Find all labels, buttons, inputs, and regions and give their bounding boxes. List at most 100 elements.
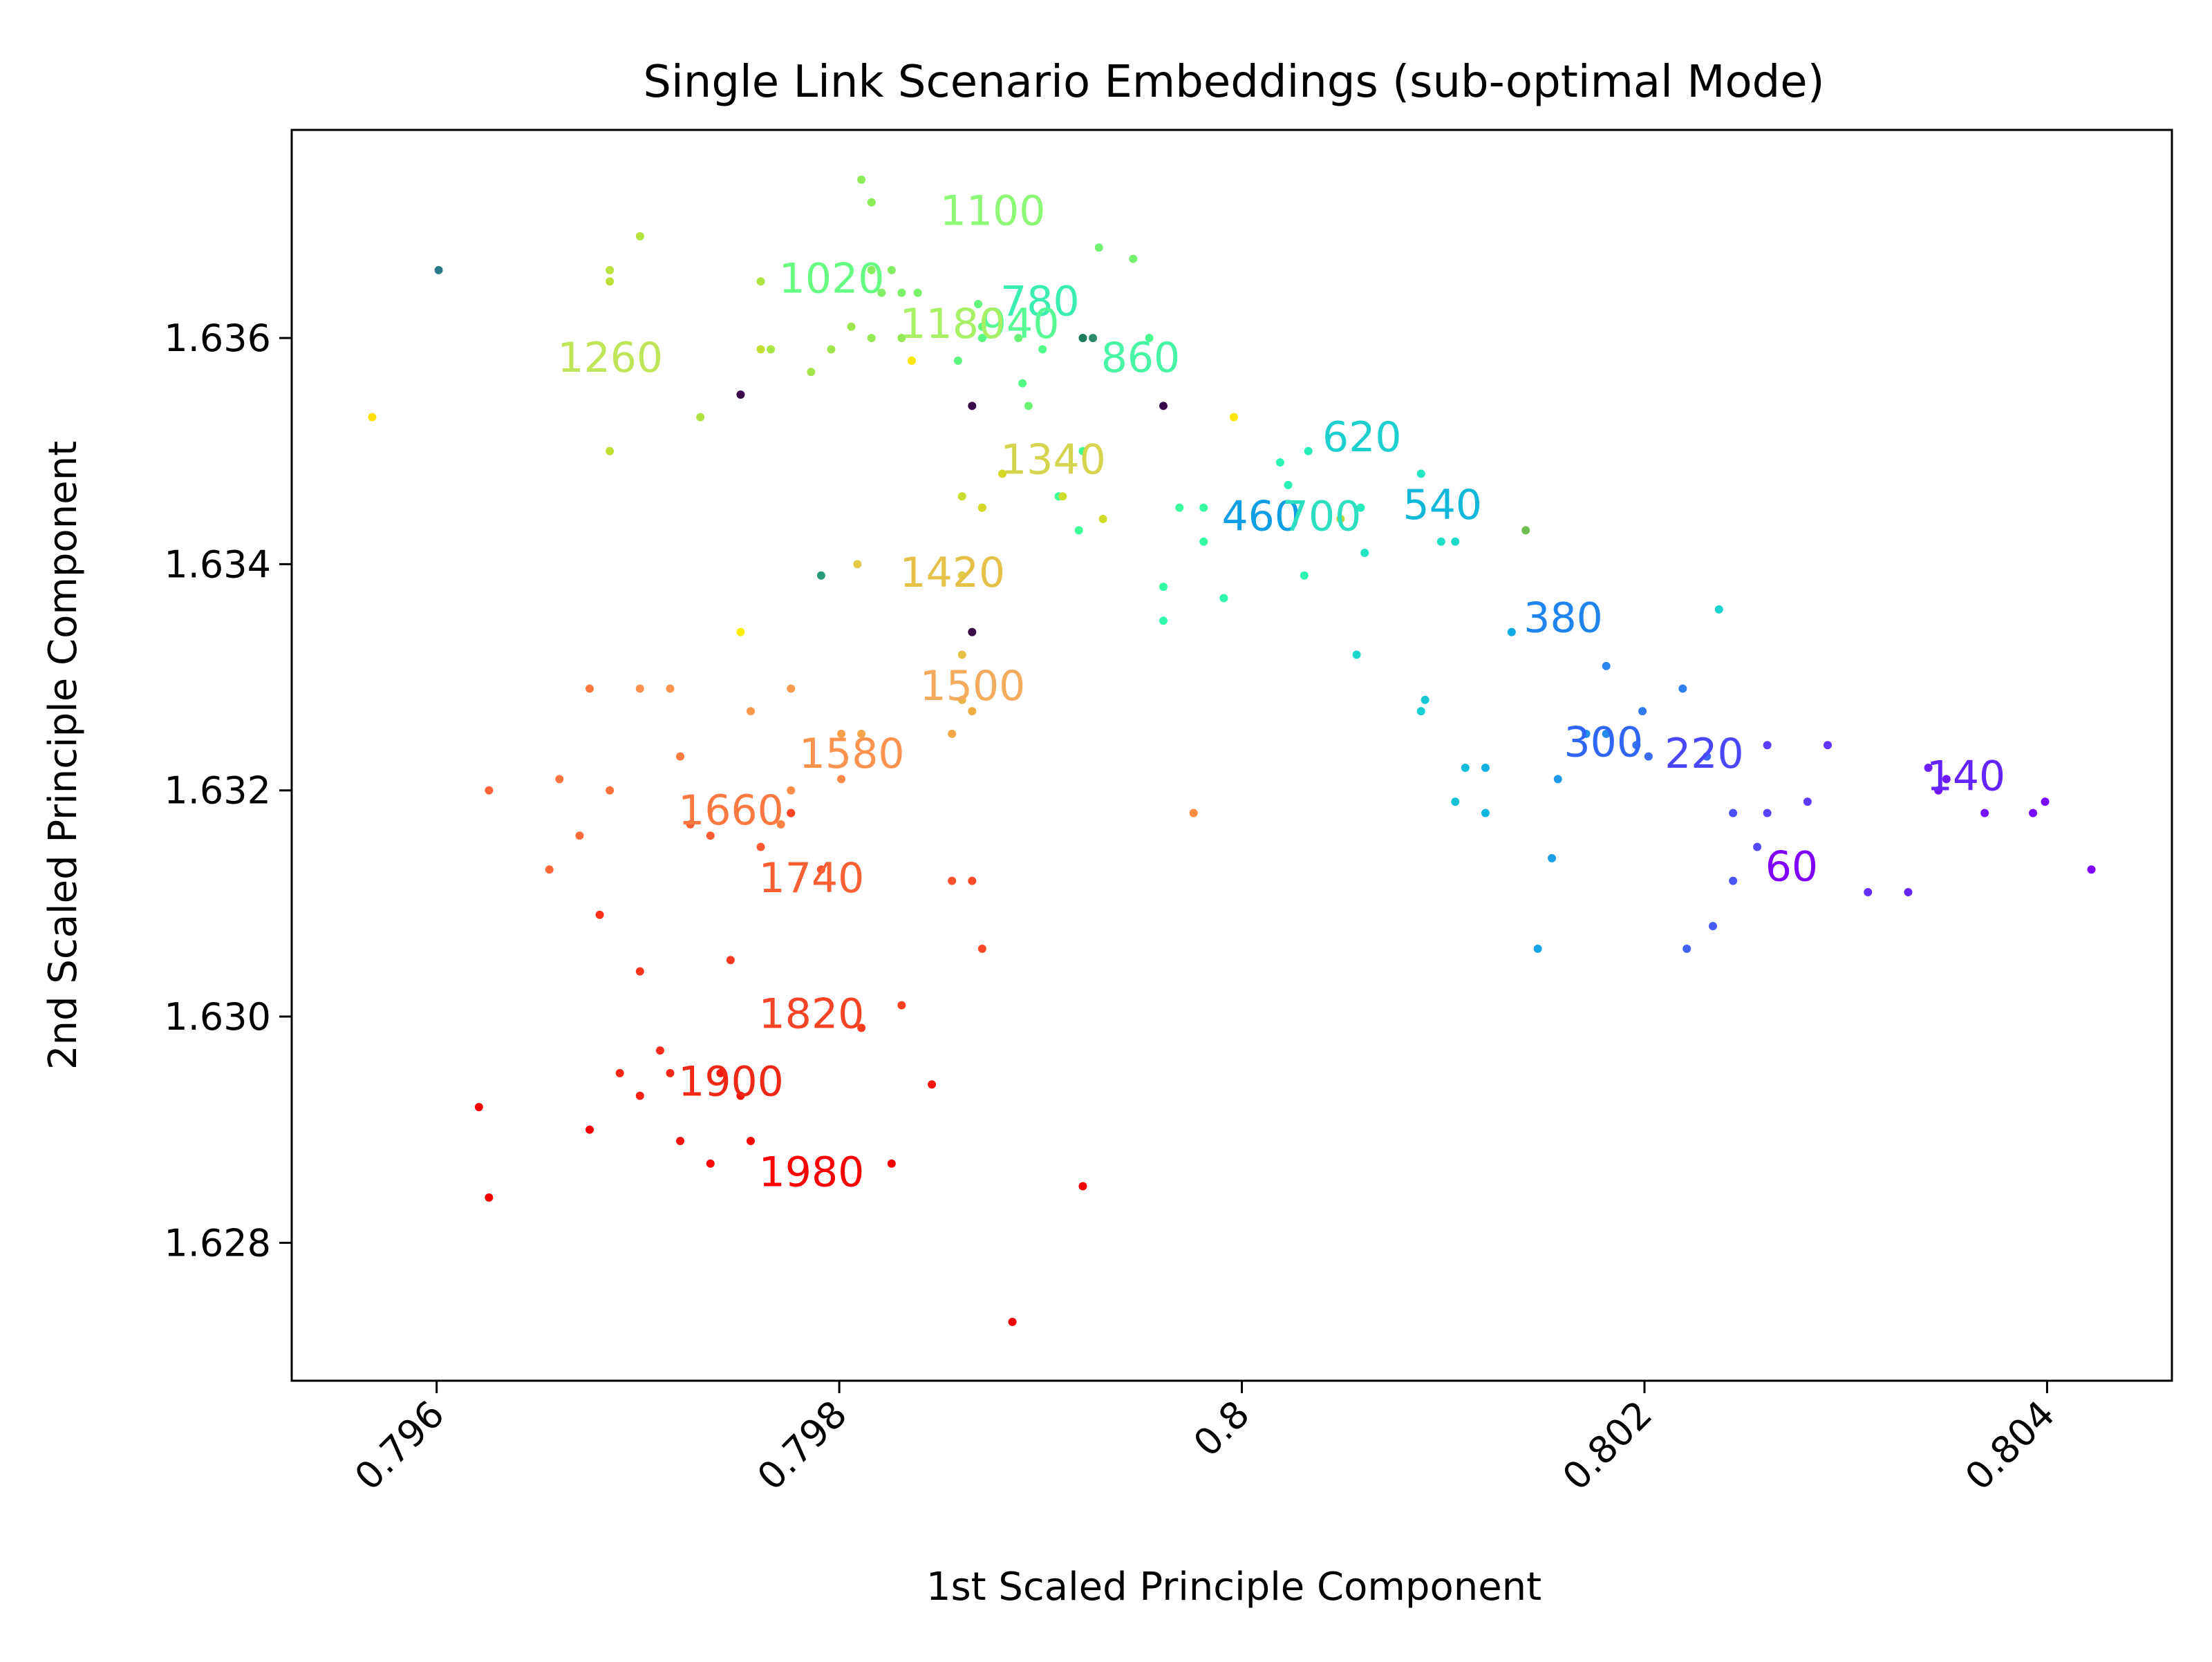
data-point xyxy=(1703,752,1712,761)
data-point xyxy=(957,695,966,704)
data-point xyxy=(1461,764,1470,773)
data-point xyxy=(615,1068,624,1077)
data-point xyxy=(1098,514,1107,523)
point-label: 620 xyxy=(1322,413,1402,462)
data-point xyxy=(1094,243,1103,252)
point-label: 1500 xyxy=(920,662,1026,710)
data-point xyxy=(1300,571,1309,580)
data-point xyxy=(1709,922,1718,931)
point-label: 1740 xyxy=(759,854,865,903)
data-point xyxy=(585,684,594,693)
data-point xyxy=(977,334,986,343)
data-point xyxy=(606,446,615,455)
data-point xyxy=(1336,514,1345,523)
data-point xyxy=(1763,809,1772,818)
data-point xyxy=(1038,345,1047,354)
data-point xyxy=(1481,809,1490,818)
point-label: 1340 xyxy=(1000,436,1106,484)
data-point xyxy=(1678,684,1687,693)
data-point xyxy=(948,876,957,885)
data-point xyxy=(1638,707,1647,716)
data-point xyxy=(1024,402,1033,410)
data-point xyxy=(746,1137,755,1146)
data-point xyxy=(787,684,796,693)
data-point xyxy=(1275,458,1284,467)
data-point xyxy=(686,820,695,829)
data-point xyxy=(635,684,644,693)
point-label: 460 xyxy=(1221,492,1301,540)
data-point xyxy=(1008,1317,1017,1326)
data-point xyxy=(1421,695,1430,704)
chart-title: Single Link Scenario Embeddings (sub-opt… xyxy=(643,57,1824,108)
data-point xyxy=(897,288,906,297)
data-point xyxy=(1159,402,1168,410)
data-point xyxy=(696,413,705,422)
data-point xyxy=(655,1046,664,1055)
data-point xyxy=(2041,797,2050,806)
point-label: 1260 xyxy=(557,334,663,382)
data-point xyxy=(368,413,377,422)
data-point xyxy=(575,831,584,840)
data-point xyxy=(676,752,685,761)
data-point xyxy=(1904,888,1913,897)
data-point xyxy=(977,503,986,512)
data-point xyxy=(585,1125,594,1134)
data-point xyxy=(887,265,896,274)
data-point xyxy=(1582,729,1591,738)
data-point xyxy=(716,1068,725,1077)
data-point xyxy=(2087,865,2096,874)
data-point xyxy=(1416,707,1425,716)
y-tick-label: 1.632 xyxy=(164,769,271,813)
point-label: 1100 xyxy=(940,187,1046,235)
point-label: 700 xyxy=(1282,492,1362,540)
data-point xyxy=(857,729,866,738)
data-point xyxy=(827,345,836,354)
data-point xyxy=(1175,503,1184,512)
data-point xyxy=(1644,752,1653,761)
data-point xyxy=(1729,876,1738,885)
data-point xyxy=(1451,797,1460,806)
data-point xyxy=(1014,334,1023,343)
data-point xyxy=(887,1159,896,1168)
point-label: 780 xyxy=(1000,277,1080,325)
data-point xyxy=(968,707,977,716)
data-point xyxy=(736,627,745,636)
data-point xyxy=(957,571,966,580)
data-point xyxy=(756,345,765,354)
point-label: 140 xyxy=(1927,753,2006,801)
data-point xyxy=(1058,492,1067,501)
data-point xyxy=(1219,594,1228,603)
data-point xyxy=(1199,503,1208,512)
data-point xyxy=(867,265,876,274)
point-label: 1660 xyxy=(678,786,784,835)
data-point xyxy=(977,944,986,953)
data-point xyxy=(857,1023,866,1032)
point-label: 540 xyxy=(1403,481,1483,529)
data-point xyxy=(977,322,986,331)
data-point xyxy=(1199,537,1208,546)
data-point xyxy=(807,368,816,377)
data-point xyxy=(1078,1182,1087,1191)
data-point xyxy=(853,560,862,569)
data-point xyxy=(837,775,846,784)
point-label: 1180 xyxy=(899,300,1005,348)
data-point xyxy=(957,650,966,659)
point-label: 940 xyxy=(980,300,1060,348)
data-point xyxy=(897,1001,906,1010)
data-point xyxy=(1683,944,1691,953)
data-point xyxy=(998,469,1007,478)
data-point xyxy=(1507,627,1516,636)
data-point xyxy=(1924,764,1933,773)
data-point xyxy=(1229,413,1238,422)
data-point xyxy=(485,1193,494,1202)
data-point xyxy=(1481,764,1490,773)
point-label: 860 xyxy=(1101,334,1181,382)
data-point xyxy=(1714,605,1723,614)
data-point xyxy=(1078,446,1087,455)
data-point xyxy=(1602,729,1611,738)
data-point xyxy=(1018,379,1027,388)
data-point xyxy=(1304,446,1313,455)
